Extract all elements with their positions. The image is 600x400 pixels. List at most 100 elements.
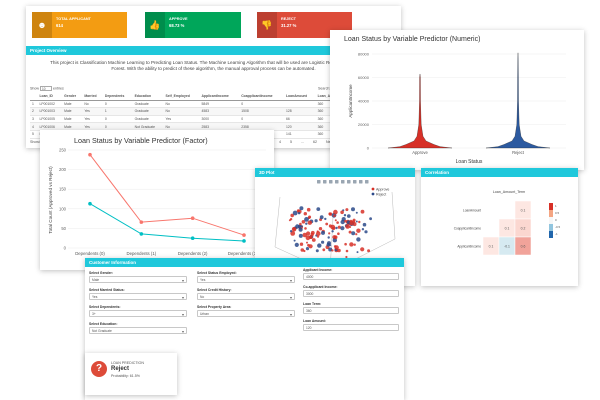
scatter-point [289,230,293,233]
scatter-point [345,249,349,253]
prediction-probability: Probability: 61.5% [111,374,140,378]
page-link[interactable]: Next [326,140,333,144]
select-field[interactable]: Yes ▾ [197,276,295,283]
column-header[interactable]: Loan_ID [37,93,63,101]
scatter-point [332,238,337,243]
toolbar-icon[interactable] [353,180,357,184]
page-link[interactable]: 5 [290,140,292,144]
numeric-input[interactable]: 4000 [303,273,399,280]
scatter-point [305,222,308,225]
select-field[interactable]: 3+ ▾ [89,310,187,317]
toolbar-icon[interactable] [347,180,351,184]
legend-swatch [549,203,553,210]
scatter-point [289,218,293,221]
heatmap-value: 0.1 [505,226,510,230]
scatter-point [364,230,368,234]
scatter-point [344,242,347,246]
table-cell: Male [62,100,83,109]
correlation-heatmap: Loan_Amount_Term LoanAmount 0.1 Coapplicant… [454,190,561,256]
show-entries-control: Show 10 entries [30,86,64,91]
stat-value: 614 [56,23,63,28]
y-tick-label: 40000 [358,99,370,104]
select-field[interactable]: Urban ▾ [197,310,295,317]
factor-chart-panel: Loan Status by Variable Predictor (Facto… [40,130,274,270]
page-link[interactable]: ... [301,140,304,144]
numeric-input[interactable]: 120 [303,324,399,331]
field-value: Male [92,278,100,283]
scatter-point [360,209,365,214]
field-value: Not Graduate [92,329,112,334]
column-header[interactable]: CoapplicantIncome [239,93,284,101]
select-field[interactable]: Male ▾ [89,276,187,283]
scatter-point [314,219,318,223]
stat-label: REJECT [281,17,296,21]
field-value: 3+ [92,312,96,317]
scatter-point [361,228,365,231]
entries-label: entries [53,86,64,91]
scatter-point [290,213,294,218]
y-tick-label: 80000 [358,52,370,57]
prediction-result: Reject [111,366,130,372]
table-cell: No [82,100,103,109]
toolbar-icon[interactable] [323,180,327,184]
table-cell: 0 [239,100,284,109]
scatter-point [305,247,310,251]
scatter-point [334,219,337,222]
select-field[interactable]: No ▾ [197,293,295,300]
scatter-point [336,221,339,224]
table-cell: LP001005 [37,115,63,124]
data-point [242,233,246,237]
entries-select[interactable]: 10 [40,86,52,91]
scatter-point [351,207,355,212]
toolbar-icon[interactable] [317,180,321,184]
select-field[interactable]: Not Graduate ▾ [89,327,187,334]
scatter-point [349,220,354,226]
scatter-point [369,217,372,221]
project-overview-title: Project Overview [26,46,401,55]
y-tick-label: 0 [64,246,67,251]
line-chart: 0 50 100 150 200 250 Total Count (Approved vs … [48,148,266,256]
select-field[interactable]: Yes ▾ [89,293,187,300]
table-cell: 1 [102,107,133,116]
column-header[interactable]: Self_Employed [163,93,200,101]
axis-line [391,191,396,240]
column-header[interactable] [30,93,38,101]
page-link[interactable]: 4 [279,140,281,144]
column-header[interactable]: LoanAmount [283,93,316,101]
scatter-point [347,214,351,218]
legend-label: 0.5 [555,211,560,215]
numeric-input[interactable]: 360 [303,307,399,314]
column-header[interactable]: Gender [62,93,83,101]
table-cell: Male [62,122,83,131]
table-cell: 128 [283,107,316,116]
toolbar-icon[interactable] [341,180,345,184]
legend-swatch [549,231,553,238]
toolbar-icon[interactable] [335,180,339,184]
table-cell: LP001003 [37,107,63,116]
chevron-down-icon: ▾ [181,328,184,334]
table-cell [283,100,316,109]
stat-approve: 👍 APPROVE 68.73 % [145,12,241,38]
y-tick-label: 150 [59,187,67,192]
column-header[interactable]: Dependents [102,93,133,101]
scatter-point [356,237,361,242]
table-cell: Male [62,115,83,124]
legend-swatch [549,224,553,231]
table-cell: 4583 [199,107,240,116]
scatter-point [303,249,306,253]
column-header[interactable]: Education [132,93,164,101]
field-label: Select Property Area: [197,305,232,309]
column-header[interactable]: ApplicantIncome [199,93,240,101]
page-link[interactable]: 62 [313,140,317,144]
stat-label: APPROVE [169,17,188,21]
toolbar-icon[interactable] [329,180,333,184]
column-header[interactable]: Married [82,93,103,101]
y-tick-label: 20000 [358,122,370,127]
field-label: Select Married Status: [89,288,125,292]
toolbar-icon[interactable] [359,180,363,184]
table-cell: 0 [239,115,284,124]
toolbar-icon[interactable] [365,180,369,184]
numeric-input[interactable]: 3000 [303,290,399,297]
scatter-point [306,241,308,244]
y-tick-label: 250 [59,148,67,153]
